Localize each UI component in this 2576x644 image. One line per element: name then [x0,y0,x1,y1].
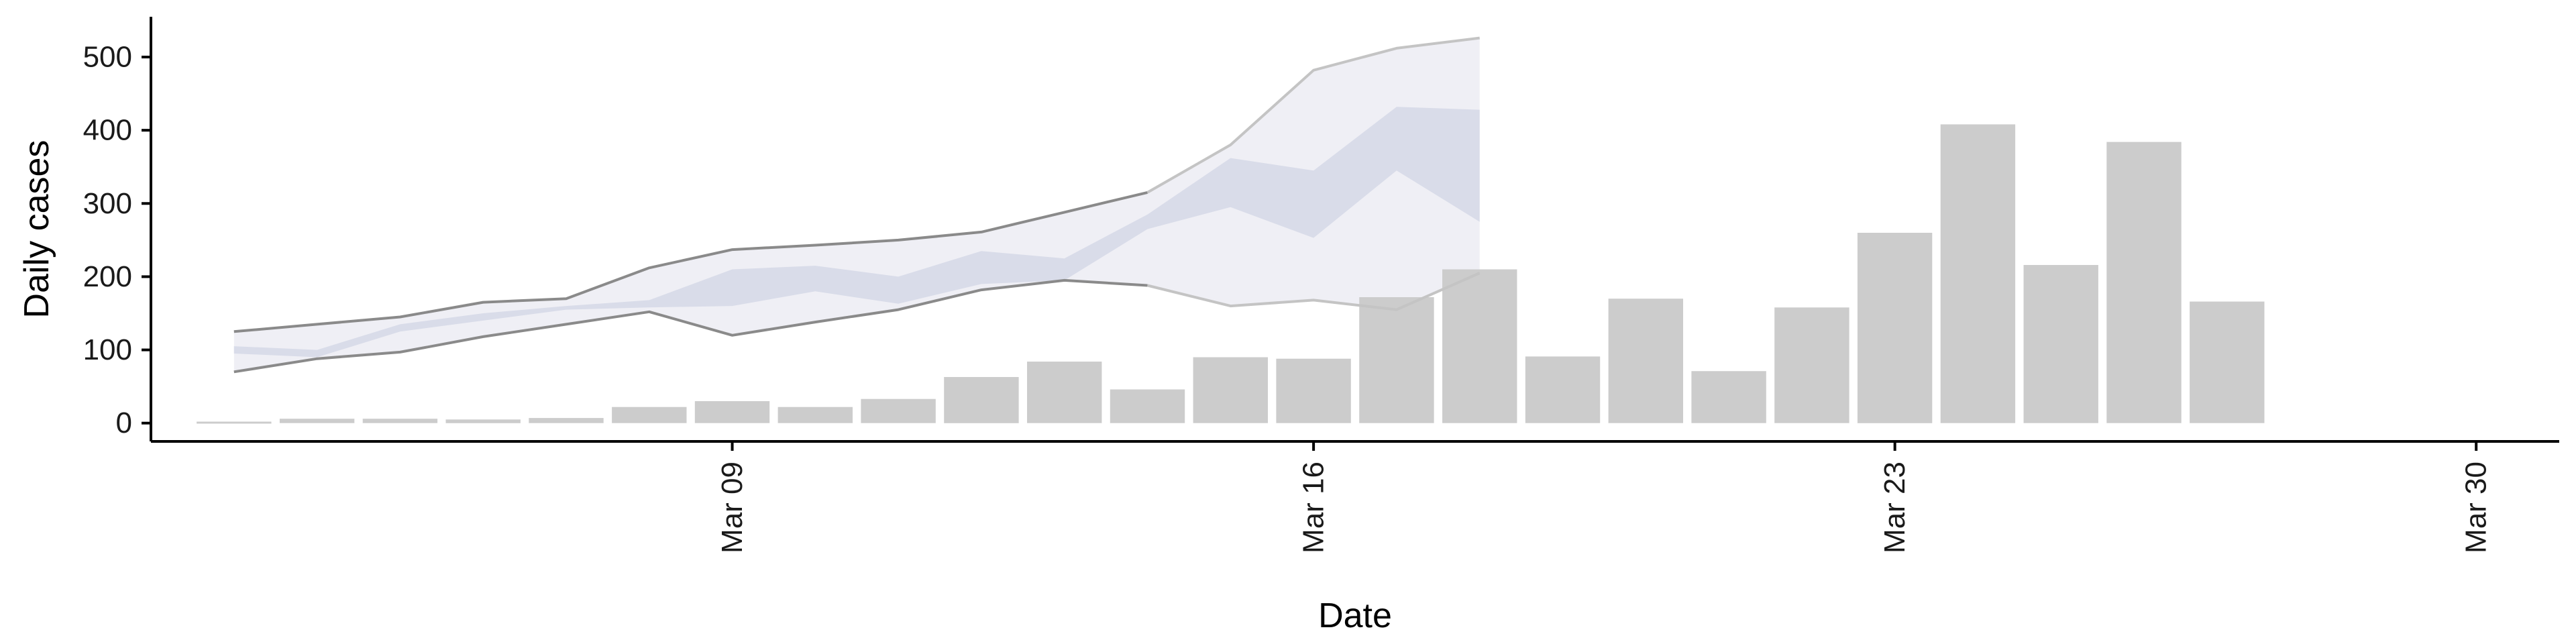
bar [2023,265,2098,423]
y-tick-label: 300 [83,187,132,220]
bar [2106,142,2182,423]
bar [197,421,272,424]
bar [1608,299,1683,423]
x-axis-ticks: Mar 09 Mar 16 Mar 23 Mar 30 [716,441,2493,553]
bar [1027,362,1102,423]
bar [1193,357,1268,423]
bar [2190,301,2265,423]
outer-forecast-band [233,38,1480,372]
bar [777,407,853,423]
bar [1857,233,1933,423]
y-tick-label: 500 [83,41,132,74]
bar [279,419,355,423]
y-tick-label: 200 [83,260,132,293]
y-tick-label: 400 [83,114,132,147]
bar [529,418,604,423]
bar [1276,358,1351,423]
x-tick-label: Mar 30 [2460,462,2493,553]
x-tick-label: Mar 09 [716,462,749,553]
y-tick-label: 0 [116,407,132,439]
bar [694,401,770,423]
bar [445,419,521,423]
bar [612,407,687,423]
outer-upper-line-faded [1146,36,1480,194]
bar [1110,389,1185,423]
bar [1525,356,1601,423]
x-tick-label: Mar 16 [1297,462,1330,553]
bar [1691,371,1766,423]
bar [861,398,936,423]
bar [1940,124,2016,423]
forecast-bands [233,38,1480,372]
forecast-lines [233,36,1481,374]
x-tick-label: Mar 23 [1878,462,1911,553]
bar [1359,297,1434,423]
y-axis-title: Daily cases [17,140,56,319]
y-axis-ticks: 0 100 200 300 400 500 [83,41,151,439]
bar [944,377,1019,423]
outer-lower-line [233,278,1148,374]
y-tick-label: 100 [83,333,132,366]
outer-upper-line [233,191,1148,333]
x-axis-title: Date [1318,596,1392,635]
bar-series [197,124,2265,424]
bar [362,419,438,423]
bar [1774,307,1849,423]
bar [1442,269,1517,423]
outer-lower-line-faded [1147,272,1481,311]
